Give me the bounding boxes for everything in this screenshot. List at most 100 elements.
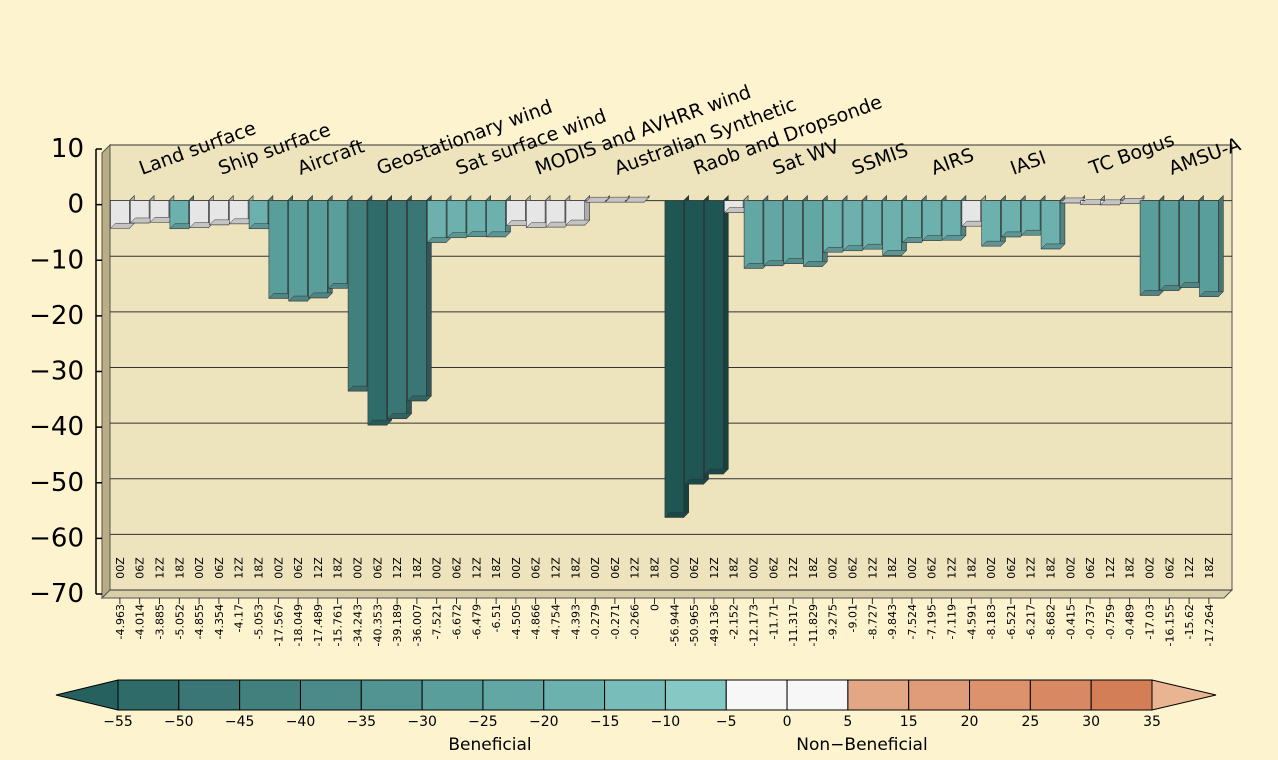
time-label: 00Z xyxy=(748,557,761,579)
colorbar-label-beneficial: Beneficial xyxy=(448,735,531,755)
time-label: 12Z xyxy=(1183,557,1196,579)
value-label: -9.275 xyxy=(827,604,840,639)
colorbar-segment xyxy=(908,679,971,711)
value-label: -2.152 xyxy=(728,604,741,639)
value-label: -0.271 xyxy=(609,604,622,639)
bar xyxy=(664,200,685,518)
bar xyxy=(981,200,1001,247)
bar xyxy=(446,200,467,239)
colorbar-tick-label: −25 xyxy=(468,714,498,730)
time-label: 06Z xyxy=(847,557,860,579)
colorbar-segment xyxy=(664,679,727,711)
time-label: 06Z xyxy=(767,557,780,579)
colorbar-tick-label: −20 xyxy=(529,714,559,730)
value-label: -9.843 xyxy=(886,604,899,639)
bar xyxy=(743,200,764,269)
time-label: 12Z xyxy=(154,557,167,579)
bar-bottom xyxy=(604,196,630,203)
colorbar-segment xyxy=(421,679,484,711)
y-tick-label: 0 xyxy=(67,190,84,220)
time-label: 06Z xyxy=(609,557,622,579)
bar-bottom xyxy=(1119,198,1145,204)
time-label: 18Z xyxy=(569,557,582,579)
plot-side-wall xyxy=(101,143,111,600)
bar xyxy=(308,200,328,299)
bar xyxy=(882,200,902,256)
value-label: -4.963 xyxy=(114,604,127,639)
value-label: -4.014 xyxy=(134,604,147,639)
bar xyxy=(367,200,387,426)
value-label: -0.279 xyxy=(589,604,602,639)
y-tick-label: −60 xyxy=(29,523,84,553)
bar-bottom xyxy=(1040,243,1066,250)
time-label: 06Z xyxy=(530,557,543,579)
time-label: 18Z xyxy=(490,557,503,579)
value-label: -15.761 xyxy=(332,604,345,646)
colorbar-tick-label: 30 xyxy=(1082,714,1100,730)
bar-bottom xyxy=(387,413,413,419)
value-label: -49.136 xyxy=(708,604,721,646)
bar xyxy=(1040,200,1061,250)
time-label: 06Z xyxy=(134,557,147,579)
value-label: -36.007 xyxy=(411,604,424,646)
colorbar-segment xyxy=(117,679,180,711)
bar xyxy=(1159,200,1180,291)
bar xyxy=(407,200,427,402)
colorbar-tick-label: −55 xyxy=(103,714,133,730)
value-label: -4.754 xyxy=(550,604,563,639)
time-label: 12Z xyxy=(708,557,721,579)
colorbar-segment xyxy=(1029,679,1092,711)
value-label: -16.155 xyxy=(1163,604,1176,646)
colorbar-tick-label: −10 xyxy=(651,714,681,730)
bar xyxy=(288,200,308,302)
time-label: 12Z xyxy=(946,557,959,579)
colorbar-segment xyxy=(786,679,849,711)
time-label: 18Z xyxy=(332,557,345,579)
bar-bottom xyxy=(802,261,828,267)
plot-floor xyxy=(100,589,1234,599)
colorbar-label-non-beneficial: Non−Beneficial xyxy=(796,735,927,755)
colorbar-tick-label: −30 xyxy=(407,714,437,730)
colorbar-segment xyxy=(543,679,606,711)
value-label: -9.01 xyxy=(847,604,860,632)
value-label: -0.489 xyxy=(1124,604,1137,639)
value-label: -39.189 xyxy=(391,604,404,646)
bar xyxy=(1179,200,1199,288)
colorbar-tick-label: 5 xyxy=(843,714,852,730)
y-tick-label: −10 xyxy=(29,245,84,275)
time-label: 00Z xyxy=(193,557,206,579)
bar-bottom xyxy=(941,234,967,241)
value-label: -7.524 xyxy=(906,604,919,639)
time-label: 06Z xyxy=(1005,557,1018,579)
time-label: 18Z xyxy=(649,557,662,579)
bar-side xyxy=(1218,194,1224,298)
bar-bottom xyxy=(1060,197,1086,204)
bar xyxy=(902,200,922,243)
time-label: 06Z xyxy=(688,557,701,579)
time-label: 00Z xyxy=(985,557,998,579)
y-tick-label: −70 xyxy=(29,579,84,609)
bar-bottom xyxy=(406,395,432,402)
colorbar-segment xyxy=(299,679,362,711)
time-label: 12Z xyxy=(1025,557,1038,579)
colorbar-left-arrow xyxy=(55,679,119,711)
colorbar-segment xyxy=(604,679,666,711)
bar xyxy=(387,200,407,419)
y-tick-label: −40 xyxy=(29,412,84,442)
value-label: -11.829 xyxy=(807,604,820,646)
value-label: -11.71 xyxy=(767,604,780,639)
colorbar-tick-label: 35 xyxy=(1143,714,1161,730)
time-label: 00Z xyxy=(272,557,285,579)
time-label: 18Z xyxy=(886,557,899,579)
bar-bottom xyxy=(684,478,710,485)
time-label: 06Z xyxy=(1084,557,1097,579)
value-label: -6.217 xyxy=(1025,604,1038,639)
colorbar-segment xyxy=(239,679,301,711)
bar-bottom xyxy=(307,292,333,299)
y-tick-label: −30 xyxy=(29,357,84,387)
value-label: -4.17 xyxy=(233,604,246,632)
time-label: 18Z xyxy=(965,557,978,579)
time-label: 12Z xyxy=(787,557,800,579)
bar xyxy=(684,200,704,485)
